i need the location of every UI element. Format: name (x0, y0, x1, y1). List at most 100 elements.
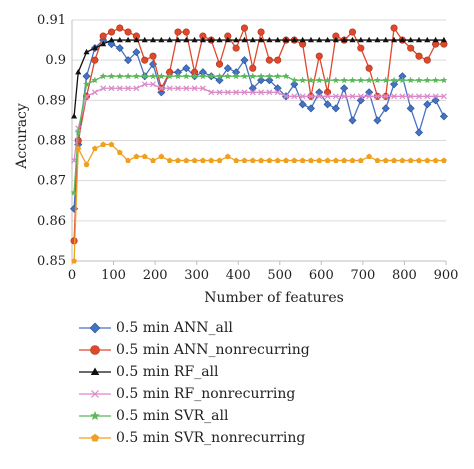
data-point (340, 84, 349, 93)
data-point (257, 76, 266, 85)
data-point (365, 76, 373, 84)
data-point (116, 149, 123, 156)
accuracy-chart: 0.85 0.86 0.87 0.88 0.89 0.9 0.91 0 100 200 300 400… (14, 13, 458, 306)
x-tick-label: 200 (143, 268, 168, 283)
legend-label: 0.5 min RF_all (116, 364, 219, 380)
y-tick-label: 0.87 (37, 174, 66, 189)
data-point (91, 56, 99, 64)
data-point (416, 93, 422, 100)
series-2 (70, 24, 448, 245)
x-tick-label: 400 (226, 268, 251, 283)
data-point (274, 72, 282, 80)
data-point (374, 76, 381, 84)
data-point (132, 48, 141, 57)
data-point (74, 128, 82, 136)
data-point (91, 44, 98, 51)
data-point (166, 157, 173, 164)
series-layer (70, 24, 448, 264)
data-point (315, 76, 323, 84)
data-point (341, 36, 348, 43)
grid-lines (72, 19, 446, 262)
data-point (224, 89, 231, 96)
data-point (390, 36, 398, 43)
data-point (124, 28, 132, 36)
legend-marker (90, 411, 100, 421)
data-point (232, 44, 240, 52)
data-point (223, 64, 232, 73)
data-point (157, 72, 165, 80)
data-point (199, 157, 206, 164)
data-point (282, 72, 290, 80)
data-point (366, 36, 373, 43)
legend-label: 0.5 min RF_nonrecurring (116, 386, 296, 402)
data-point (349, 157, 356, 164)
data-point (183, 157, 190, 164)
data-point (316, 36, 323, 43)
data-point (141, 36, 148, 43)
data-point (415, 76, 423, 84)
data-point (199, 36, 206, 43)
data-point (374, 93, 381, 100)
data-point (141, 153, 148, 160)
data-point (373, 116, 382, 125)
data-point (108, 72, 115, 80)
data-point (391, 157, 397, 164)
data-point (241, 157, 248, 164)
data-point (398, 76, 406, 84)
data-point (282, 36, 290, 43)
data-point (149, 36, 157, 43)
series-4 (71, 81, 447, 164)
data-point (406, 104, 415, 113)
data-point (341, 157, 348, 164)
data-point (423, 56, 431, 64)
data-point (399, 93, 406, 100)
data-point (83, 48, 90, 55)
data-point (174, 28, 182, 36)
data-point (423, 76, 431, 84)
data-point (257, 72, 265, 80)
legend-marker (90, 367, 100, 375)
data-point (357, 76, 365, 84)
data-point (249, 36, 256, 43)
data-point (299, 157, 306, 164)
data-point (332, 36, 339, 43)
x-tick-label: 600 (309, 268, 334, 283)
data-point (108, 36, 115, 43)
data-point (124, 56, 133, 65)
data-point (432, 93, 439, 100)
data-point (241, 72, 248, 80)
data-point (349, 93, 356, 100)
data-point (75, 145, 82, 152)
data-point (432, 76, 440, 84)
data-point (183, 36, 190, 43)
data-point (407, 157, 414, 164)
axes: 0.85 0.86 0.87 0.88 0.89 0.9 0.91 0 100 200 300 400… (37, 13, 458, 283)
legend-label: 0.5 min ANN_nonrecurring (116, 342, 310, 358)
data-point (274, 36, 281, 43)
data-point (266, 36, 273, 43)
data-point (166, 72, 174, 80)
data-point (191, 85, 198, 92)
data-point (215, 60, 224, 68)
data-point (290, 76, 298, 84)
x-tick-label: 500 (267, 268, 292, 283)
data-point (207, 72, 215, 80)
data-point (116, 24, 124, 32)
data-point (150, 157, 156, 164)
data-point (71, 113, 78, 119)
y-tick-label: 0.9 (45, 53, 66, 68)
data-point (150, 81, 156, 88)
data-point (274, 56, 282, 64)
legend-marker (91, 390, 99, 398)
data-point (158, 36, 165, 43)
x-tick-label: 100 (101, 268, 126, 283)
legend-swatch (79, 433, 111, 442)
data-point (440, 76, 448, 84)
data-point (125, 36, 132, 43)
data-point (323, 100, 332, 109)
y-tick-label: 0.89 (37, 93, 66, 108)
data-point (71, 257, 77, 264)
data-point (224, 36, 231, 43)
data-point (82, 72, 91, 81)
data-point (133, 36, 140, 43)
